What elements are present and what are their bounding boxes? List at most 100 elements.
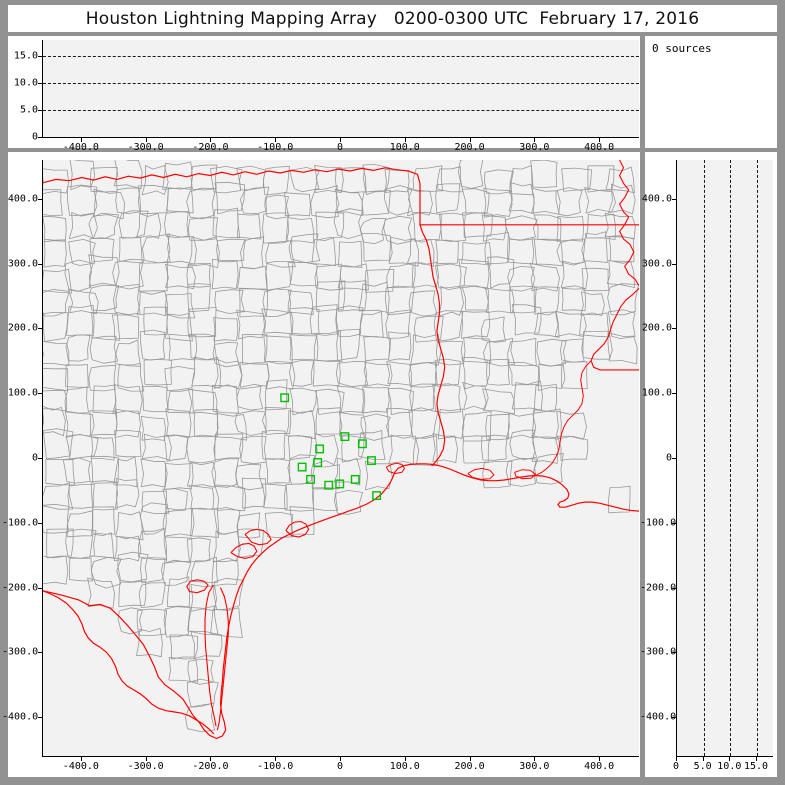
lma-station-marker [350,474,360,484]
county-outline [285,409,316,440]
altitude-east-west-plot[interactable] [42,40,639,138]
county-outline [461,357,491,390]
county-outline [312,432,339,466]
county-outline [136,608,168,637]
county-outline [435,340,465,366]
county-outline [138,527,168,560]
county-outline [289,307,320,335]
county-outline [581,267,609,292]
x-axis-tick-mark [340,757,341,761]
county-outline [360,413,391,441]
x-axis-tick-mark [599,757,601,761]
y-axis-tick-mark [672,458,676,459]
gridline-horizontal [43,83,639,85]
county-outline [213,317,239,342]
county-outline [333,489,364,515]
y-axis-tick-mark [38,328,42,330]
county-outline [169,634,198,660]
county-outline [67,288,99,315]
x-axis-tick-label: -100.0 [257,142,294,153]
county-outline [537,363,566,391]
county-outline [531,238,563,267]
x-axis-tick-mark [469,757,471,761]
y-axis-tick-label: -400.0 [640,711,677,723]
county-outline [608,485,631,514]
county-outline [236,213,262,240]
county-outline [115,477,140,509]
y-axis-tick-label: 300.0 [641,258,672,270]
county-outline [68,238,96,266]
county-outline [481,214,507,242]
county-outline [265,458,291,484]
y-axis-tick-label: -400.0 [2,711,39,723]
county-outline [438,285,465,317]
y-axis-tick-label: 300.0 [7,258,38,270]
county-outline [115,187,141,214]
x-axis-tick-label: 100.0 [389,761,420,772]
x-axis-tick-mark [729,757,731,761]
y-axis-tick-mark [38,83,42,85]
county-outline [239,436,267,465]
county-outline [90,556,122,589]
county-outline [511,304,542,336]
lma-station-marker [372,491,382,501]
county-outline [118,580,147,607]
x-axis-tick-mark [275,138,277,142]
county-outline [585,213,616,240]
county-outline [189,485,215,511]
county-outline [212,207,241,239]
county-outline [164,211,189,239]
county-outline [165,408,192,438]
county-outline [187,388,218,415]
x-axis-tick-mark [404,757,406,761]
county-outline [190,630,223,659]
county-outline [188,236,220,269]
county-outline [309,304,338,336]
x-axis-tick-mark [599,138,601,142]
county-outline [412,261,440,288]
county-outline [186,434,217,464]
county-outline [240,186,270,215]
county-outline [483,338,516,367]
lma-station-marker [280,393,290,403]
x-axis-tick-mark [676,757,677,761]
county-outline [364,460,393,491]
county-outline [412,435,438,467]
county-outline [90,455,120,484]
county-outline [118,210,149,239]
county-outline [163,434,189,462]
county-outline [361,233,391,262]
county-outline [508,182,535,215]
county-outline [462,435,490,464]
county-outline [261,429,286,460]
county-outline [262,483,288,510]
county-outline [264,379,288,411]
y-axis-tick-label: 100.0 [7,387,38,399]
county-outline [461,212,493,238]
county-outline [43,168,70,194]
x-axis-tick-label: 300.0 [519,761,550,772]
county-outline [139,502,168,535]
county-outline [66,304,95,337]
county-outline [579,312,610,338]
county-outline [65,433,99,461]
y-axis-tick-mark [38,458,42,459]
county-outline [43,482,74,510]
county-outline [486,359,510,386]
county-outline [409,383,436,412]
x-axis-tick-label: 200.0 [454,761,485,772]
county-outline [235,463,264,491]
county-outline [141,433,172,461]
altitude-north-south-plot[interactable] [676,160,773,757]
y-axis-tick-mark [38,393,42,395]
county-outline [214,484,247,512]
county-outline [187,217,219,241]
county-outline [88,284,120,312]
county-outline [211,258,239,290]
county-outline [387,387,414,415]
y-axis-tick-label: 5.0 [19,104,38,116]
x-axis-tick-mark [145,757,147,761]
county-outline [533,214,562,240]
plan-view-map-plot[interactable] [42,160,639,757]
